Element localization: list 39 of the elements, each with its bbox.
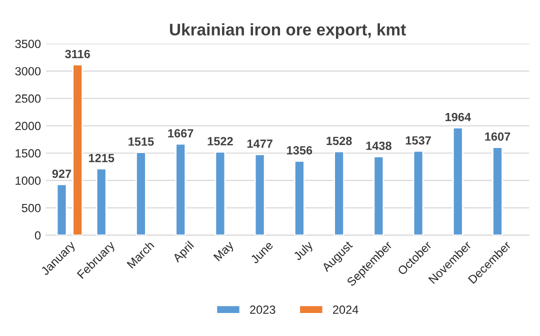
x-tick-label: July: [292, 240, 316, 263]
bar: [294, 160, 305, 236]
bar: [334, 150, 344, 236]
data-label: 1537: [406, 136, 431, 145]
chart-title: Ukrainian iron ore export, kmt: [170, 23, 406, 39]
bar: [492, 146, 503, 236]
legend-label: 2023: [250, 306, 276, 314]
y-tick-label: 0: [34, 231, 41, 240]
data-label: 1667: [168, 129, 194, 138]
y-tick-label: 2500: [15, 94, 41, 103]
legend-label: 2024: [333, 306, 358, 314]
data-label: 1528: [326, 136, 352, 146]
y-tick-label: 3000: [15, 67, 41, 76]
bar: [56, 184, 68, 236]
data-label: 1522: [208, 137, 233, 146]
bar: [452, 127, 464, 236]
data-label: 3116: [65, 50, 90, 58]
data-label: 1477: [247, 140, 272, 148]
bar: [254, 154, 266, 236]
data-label: 1215: [88, 154, 114, 162]
bar: [96, 168, 107, 236]
y-tick-label: 500: [22, 204, 41, 212]
x-tick-label: May: [213, 240, 236, 263]
data-label: 1607: [485, 132, 510, 141]
bar: [373, 156, 384, 236]
bar: [72, 64, 84, 236]
y-tick-label: 2000: [15, 122, 41, 130]
bar: [214, 151, 226, 236]
y-tick-label: 1500: [16, 149, 41, 158]
data-label: 1964: [446, 112, 471, 122]
data-label: 1515: [128, 138, 154, 146]
bar: [136, 152, 146, 236]
bar: [175, 143, 186, 236]
y-tick-label: 1000: [16, 176, 41, 185]
data-label: 927: [52, 170, 72, 178]
data-label: 1438: [366, 142, 392, 150]
bar: [412, 150, 424, 236]
y-tick-label: 3500: [15, 40, 41, 48]
data-label: 1356: [287, 146, 312, 155]
